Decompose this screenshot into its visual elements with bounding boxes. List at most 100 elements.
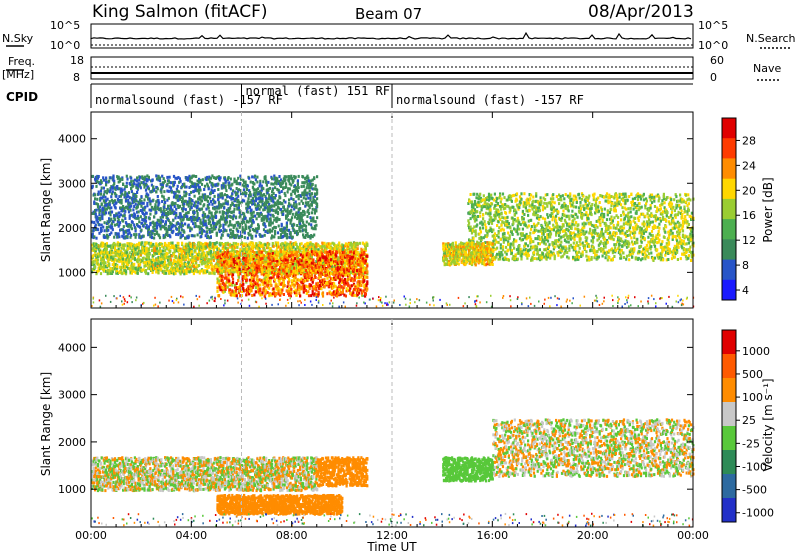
data-cell (299, 294, 302, 298)
data-cell (321, 268, 324, 272)
data-cell (133, 223, 136, 227)
data-cell (300, 242, 303, 246)
data-cell (125, 265, 128, 269)
data-cell (285, 289, 288, 293)
data-cell (233, 268, 236, 272)
data-cell (364, 247, 367, 251)
data-cell (304, 243, 307, 247)
data-cell (294, 264, 297, 268)
data-cell (101, 250, 104, 254)
data-cell (195, 246, 198, 250)
data-cell (189, 269, 193, 273)
data-cell (243, 254, 246, 257)
data-cell (267, 260, 270, 263)
data-cell (342, 250, 345, 254)
data-cell (276, 256, 279, 260)
data-cell (343, 258, 346, 262)
nsky-tick-top: 10^5 (50, 19, 80, 32)
data-cell (262, 244, 265, 248)
data-cell (123, 187, 126, 191)
data-cell (119, 213, 122, 217)
data-cell (242, 282, 245, 286)
data-cell (178, 252, 181, 256)
data-cell (227, 265, 230, 269)
data-cell (268, 286, 271, 290)
data-cell (142, 251, 145, 255)
data-cell (313, 270, 316, 274)
data-cell (276, 251, 279, 255)
data-cell (108, 263, 111, 267)
data-cell (164, 260, 167, 264)
data-cell (110, 210, 114, 214)
data-cell (91, 243, 94, 247)
data-cell (132, 269, 135, 273)
data-cell (102, 256, 105, 260)
data-cell (138, 178, 141, 182)
data-cell (292, 269, 295, 273)
data-cell (177, 245, 180, 249)
data-cell (331, 246, 334, 250)
data-cell (366, 287, 369, 291)
data-cell (155, 174, 158, 178)
data-cell (355, 269, 359, 273)
data-cell (141, 258, 144, 262)
data-cell (166, 252, 169, 256)
data-cell (108, 179, 111, 183)
data-cell (210, 263, 213, 267)
data-cell (171, 246, 174, 249)
data-cell (163, 270, 166, 273)
data-cell (133, 262, 136, 266)
data-cell (296, 246, 299, 249)
data-cell (166, 255, 169, 259)
data-cell (209, 243, 212, 247)
data-cell (130, 176, 133, 180)
data-cell (274, 269, 277, 273)
data-cell (288, 251, 291, 255)
data-cell (198, 264, 201, 267)
data-cell (347, 251, 350, 254)
data-cell (192, 272, 195, 276)
data-cell (153, 188, 156, 192)
data-cell (259, 254, 263, 258)
data-cell (147, 266, 150, 270)
data-cell (130, 233, 133, 237)
data-cell (121, 189, 124, 193)
data-cell (242, 270, 245, 274)
data-cell (243, 244, 246, 247)
data-cell (336, 266, 339, 270)
data-cell (182, 207, 185, 211)
data-cell (307, 294, 311, 298)
data-cell (111, 228, 114, 232)
data-cell (316, 256, 319, 260)
data-cell (319, 271, 322, 275)
data-cell (344, 277, 347, 281)
data-cell (257, 253, 260, 256)
data-cell (311, 280, 314, 284)
data-cell (362, 289, 365, 293)
data-cell (107, 268, 110, 272)
data-cell (109, 244, 112, 248)
data-cell (212, 259, 215, 262)
data-cell (226, 285, 229, 289)
data-cell (359, 280, 362, 284)
data-cell (253, 244, 256, 248)
data-cell (164, 266, 167, 270)
data-cell (122, 219, 125, 223)
data-cell (236, 245, 239, 249)
data-cell (241, 245, 244, 249)
data-cell (94, 193, 97, 197)
data-cell (146, 201, 149, 205)
data-cell (327, 251, 330, 255)
data-cell (216, 266, 219, 269)
data-cell (136, 179, 139, 183)
data-cell (119, 243, 122, 247)
data-cell (351, 261, 354, 265)
data-cell (243, 251, 246, 255)
data-cell (184, 251, 187, 255)
data-cell (185, 185, 188, 189)
data-cell (226, 260, 229, 264)
data-cell (288, 277, 291, 281)
data-cell (313, 248, 316, 252)
data-cell (222, 243, 225, 246)
data-cell (144, 264, 148, 268)
